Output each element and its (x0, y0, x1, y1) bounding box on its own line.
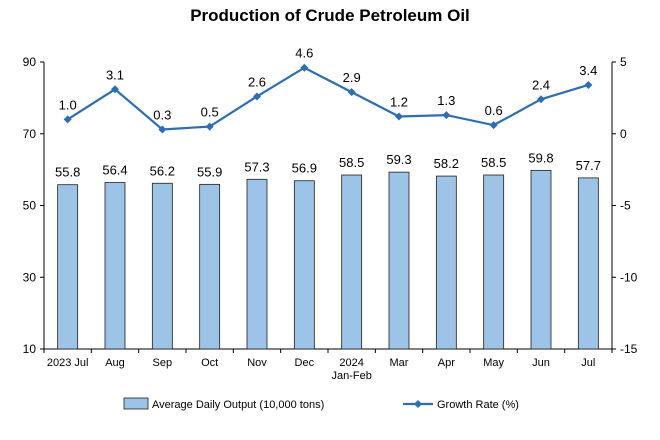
growth-rate-point (63, 115, 72, 124)
right-tick-label: -10 (620, 270, 638, 284)
bar (435, 175, 457, 350)
growth-rate-point (158, 125, 167, 134)
bar (483, 174, 505, 350)
x-tick-label: Aug (105, 357, 125, 369)
left-tick-label: 10 (23, 342, 37, 356)
growth-rate-point (111, 85, 119, 94)
growth-rate-point (537, 95, 545, 104)
right-tick-label: 0 (620, 127, 627, 141)
growth-rate-label: 2.6 (248, 74, 266, 89)
x-tick-label: Apr (438, 357, 455, 369)
growth-rate-point (253, 92, 261, 101)
x-tick-label: 2023 Jul (47, 357, 89, 369)
bar-value-label: 58.5 (481, 155, 506, 170)
bar-value-label: 57.7 (576, 158, 601, 173)
growth-rate-label: 3.4 (579, 63, 597, 78)
growth-rate-label: 1.3 (437, 93, 455, 108)
growth-rate-label: 0.6 (485, 103, 503, 118)
legend-line-marker (414, 400, 422, 408)
x-tick-label: Jul (581, 357, 595, 369)
growth-rate-label: 1.0 (59, 97, 77, 112)
legend-line-label: Growth Rate (%) (437, 399, 519, 411)
bar (530, 169, 552, 350)
growth-rate-point (395, 112, 403, 121)
growth-rate-point (300, 63, 309, 72)
x-tick-label: Jun (532, 357, 550, 369)
bar-value-label: 56.9 (292, 161, 317, 176)
bar-value-label: 55.8 (55, 165, 80, 180)
x-tick-label: Sep (153, 357, 173, 369)
growth-rate-point (489, 121, 498, 130)
bar (104, 182, 126, 350)
left-tick-label: 50 (23, 199, 37, 213)
growth-rate-line (67, 66, 589, 131)
legend-bar-label: Average Daily Output (10,000 tons) (152, 399, 324, 411)
bar-value-label: 56.4 (102, 163, 127, 178)
growth-rate-label: 0.5 (201, 105, 219, 120)
x-tick-label: 2024 Jan-Feb (331, 357, 371, 382)
bar-value-label: 59.3 (386, 152, 411, 167)
left-tick-label: 90 (23, 55, 37, 69)
right-tick-label: 5 (620, 55, 627, 69)
legend-bar-swatch (123, 397, 149, 410)
bar-value-label: 58.2 (434, 156, 459, 171)
x-tick-label: Nov (247, 357, 267, 369)
growth-rate-point (205, 122, 214, 131)
right-tick-label: -15 (620, 342, 638, 356)
bar-value-label: 59.8 (528, 150, 553, 165)
bar (388, 171, 410, 350)
x-tick-label: Mar (390, 357, 409, 369)
right-tick-label: -5 (620, 199, 631, 213)
bar (246, 178, 268, 350)
chart-title: Production of Crude Petroleum Oil (190, 6, 470, 25)
bar (293, 180, 315, 350)
left-tick-label: 70 (23, 127, 37, 141)
growth-rate-point (347, 88, 356, 97)
x-tick-label: Dec (295, 357, 315, 369)
growth-rate-label: 3.1 (106, 67, 124, 82)
growth-rate-label: 1.2 (390, 95, 408, 110)
bar-value-label: 58.5 (339, 155, 364, 170)
growth-rate-label: 2.4 (532, 77, 550, 92)
bar (577, 177, 599, 350)
x-tick-label: May (483, 357, 504, 369)
growth-rate-label: 0.3 (153, 107, 171, 122)
bar-value-label: 55.9 (197, 164, 222, 179)
x-tick-label: Oct (201, 357, 218, 369)
growth-rate-point (442, 111, 451, 120)
growth-rate-label: 4.6 (295, 46, 313, 61)
bar (199, 183, 221, 350)
bar (341, 174, 363, 350)
bar-value-label: 57.3 (244, 159, 269, 174)
bar (57, 184, 79, 350)
left-tick-label: 30 (23, 270, 37, 284)
growth-rate-label: 2.9 (343, 70, 361, 85)
bar-value-label: 56.2 (150, 163, 175, 178)
growth-rate-point (584, 80, 593, 89)
bar (151, 182, 173, 350)
